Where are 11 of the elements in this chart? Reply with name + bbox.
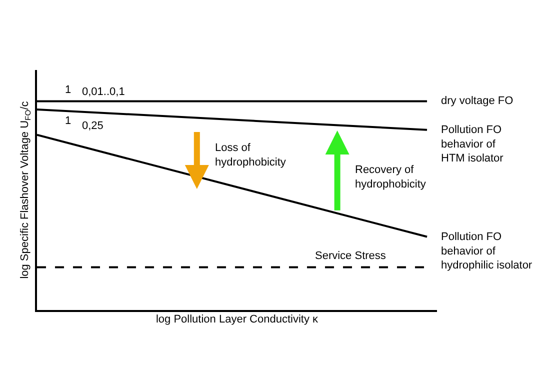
text: 0,01..0,1: [82, 86, 125, 98]
ref-line-label: Service Stress: [315, 250, 386, 262]
annotation: Recovery of hydrophobicity: [355, 164, 426, 190]
annotation: Loss of hydrophobicity: [215, 142, 286, 168]
text: 1: [65, 84, 72, 96]
series-label: dry voltage FO: [441, 95, 514, 107]
x-axis-title: log Pollution Layer Conductivity κ: [156, 314, 319, 326]
series-label: Pollution FO behavior of HTM isolator: [441, 124, 504, 165]
series-label: Pollution FO behavior of hydrophilic isolator: [441, 231, 532, 272]
annotation: 1: [65, 115, 72, 127]
annotation: 0,25: [82, 120, 104, 132]
